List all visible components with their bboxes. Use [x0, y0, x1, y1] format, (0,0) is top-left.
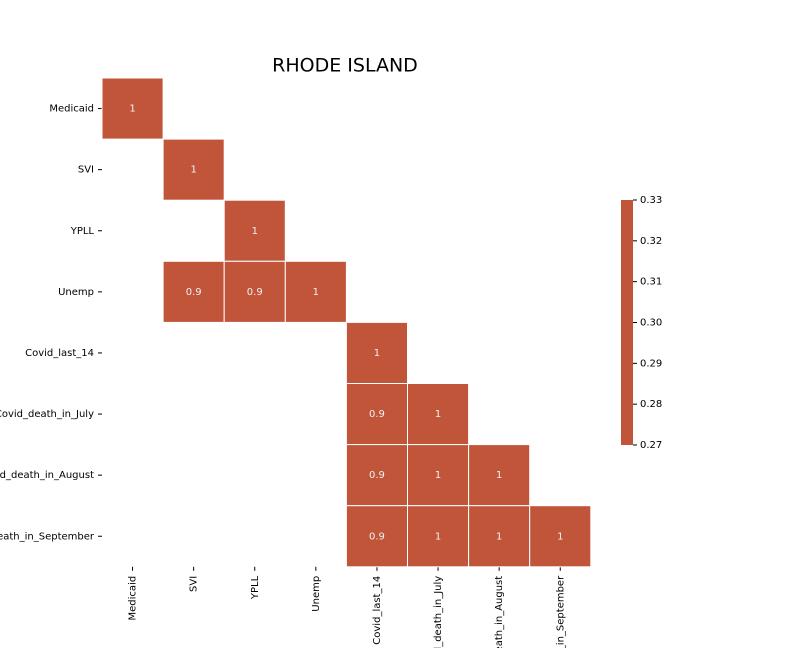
- cell-label: 0.9: [369, 470, 385, 481]
- heatmap-cell: [407, 505, 470, 568]
- heatmap-cell: [529, 505, 592, 568]
- cell-label: 1: [557, 531, 563, 542]
- x-tick-label: YPLL: [250, 575, 261, 600]
- cell-label: 1: [435, 409, 441, 420]
- cell-label: 1: [374, 348, 380, 359]
- cell-label: 1: [129, 104, 135, 115]
- cell-label: 1: [435, 470, 441, 481]
- cell-label: 1: [496, 531, 502, 542]
- cell-label: 1: [190, 165, 196, 176]
- colorbar-tick-label: 0.29: [640, 358, 662, 369]
- colorbar-tick-label: 0.31: [640, 277, 662, 288]
- colorbar-tick-label: 0.28: [640, 399, 662, 410]
- y-tick-label: Covid_death_in_August: [0, 470, 94, 481]
- heatmap-cell: [468, 505, 531, 568]
- x-tick-label: SVI: [189, 576, 200, 592]
- x-tick-label: Medicaid: [128, 576, 139, 621]
- cell-label: 1: [496, 470, 502, 481]
- x-tick-label: Covid_death_in_July: [433, 576, 444, 648]
- cell-label: 0.9: [247, 287, 263, 298]
- y-tick-label: SVI: [78, 165, 94, 176]
- colorbar: [621, 200, 633, 445]
- cell-label: 1: [435, 531, 441, 542]
- heatmap-cell: [407, 444, 470, 507]
- heatmap-cell: [162, 138, 225, 201]
- x-tick-label: Unemp: [311, 576, 322, 612]
- x-tick-label: Covid_last_14: [372, 576, 383, 645]
- heatmap-cell: [468, 444, 531, 507]
- cell-label: 0.9: [186, 287, 202, 298]
- heatmap-cell: [407, 383, 470, 446]
- y-tick-label: Unemp: [58, 287, 94, 298]
- cell-label: 1: [252, 226, 258, 237]
- heatmap-cell: [345, 321, 408, 384]
- cell-label: 0.9: [369, 409, 385, 420]
- cell-label: 0.9: [369, 531, 385, 542]
- colorbar-tick-label: 0.30: [640, 318, 662, 329]
- heatmap-cell: [223, 260, 286, 323]
- y-tick-label: YPLL: [70, 226, 95, 237]
- x-tick-label: Covid_death_in_September: [555, 575, 566, 648]
- y-tick-label: Covid_death_in_July: [0, 409, 94, 420]
- colorbar-tick-label: 0.33: [640, 195, 662, 206]
- y-tick-label: Covid_death_in_September: [0, 531, 95, 542]
- x-tick-label: Covid_death_in_August: [494, 576, 505, 648]
- colorbar-tick-label: 0.32: [640, 236, 662, 247]
- colorbar-tick-label: 0.27: [640, 440, 662, 451]
- cell-label: 1: [313, 287, 319, 298]
- chart-title: RHODE ISLAND: [272, 55, 418, 77]
- heatmap-cell: [284, 260, 347, 323]
- y-tick-label: Medicaid: [49, 104, 94, 115]
- heatmap-cell: [345, 505, 408, 568]
- y-tick-label: Covid_last_14: [25, 348, 94, 359]
- heatmap-cell: [345, 444, 408, 507]
- heatmap-cell: [101, 77, 164, 140]
